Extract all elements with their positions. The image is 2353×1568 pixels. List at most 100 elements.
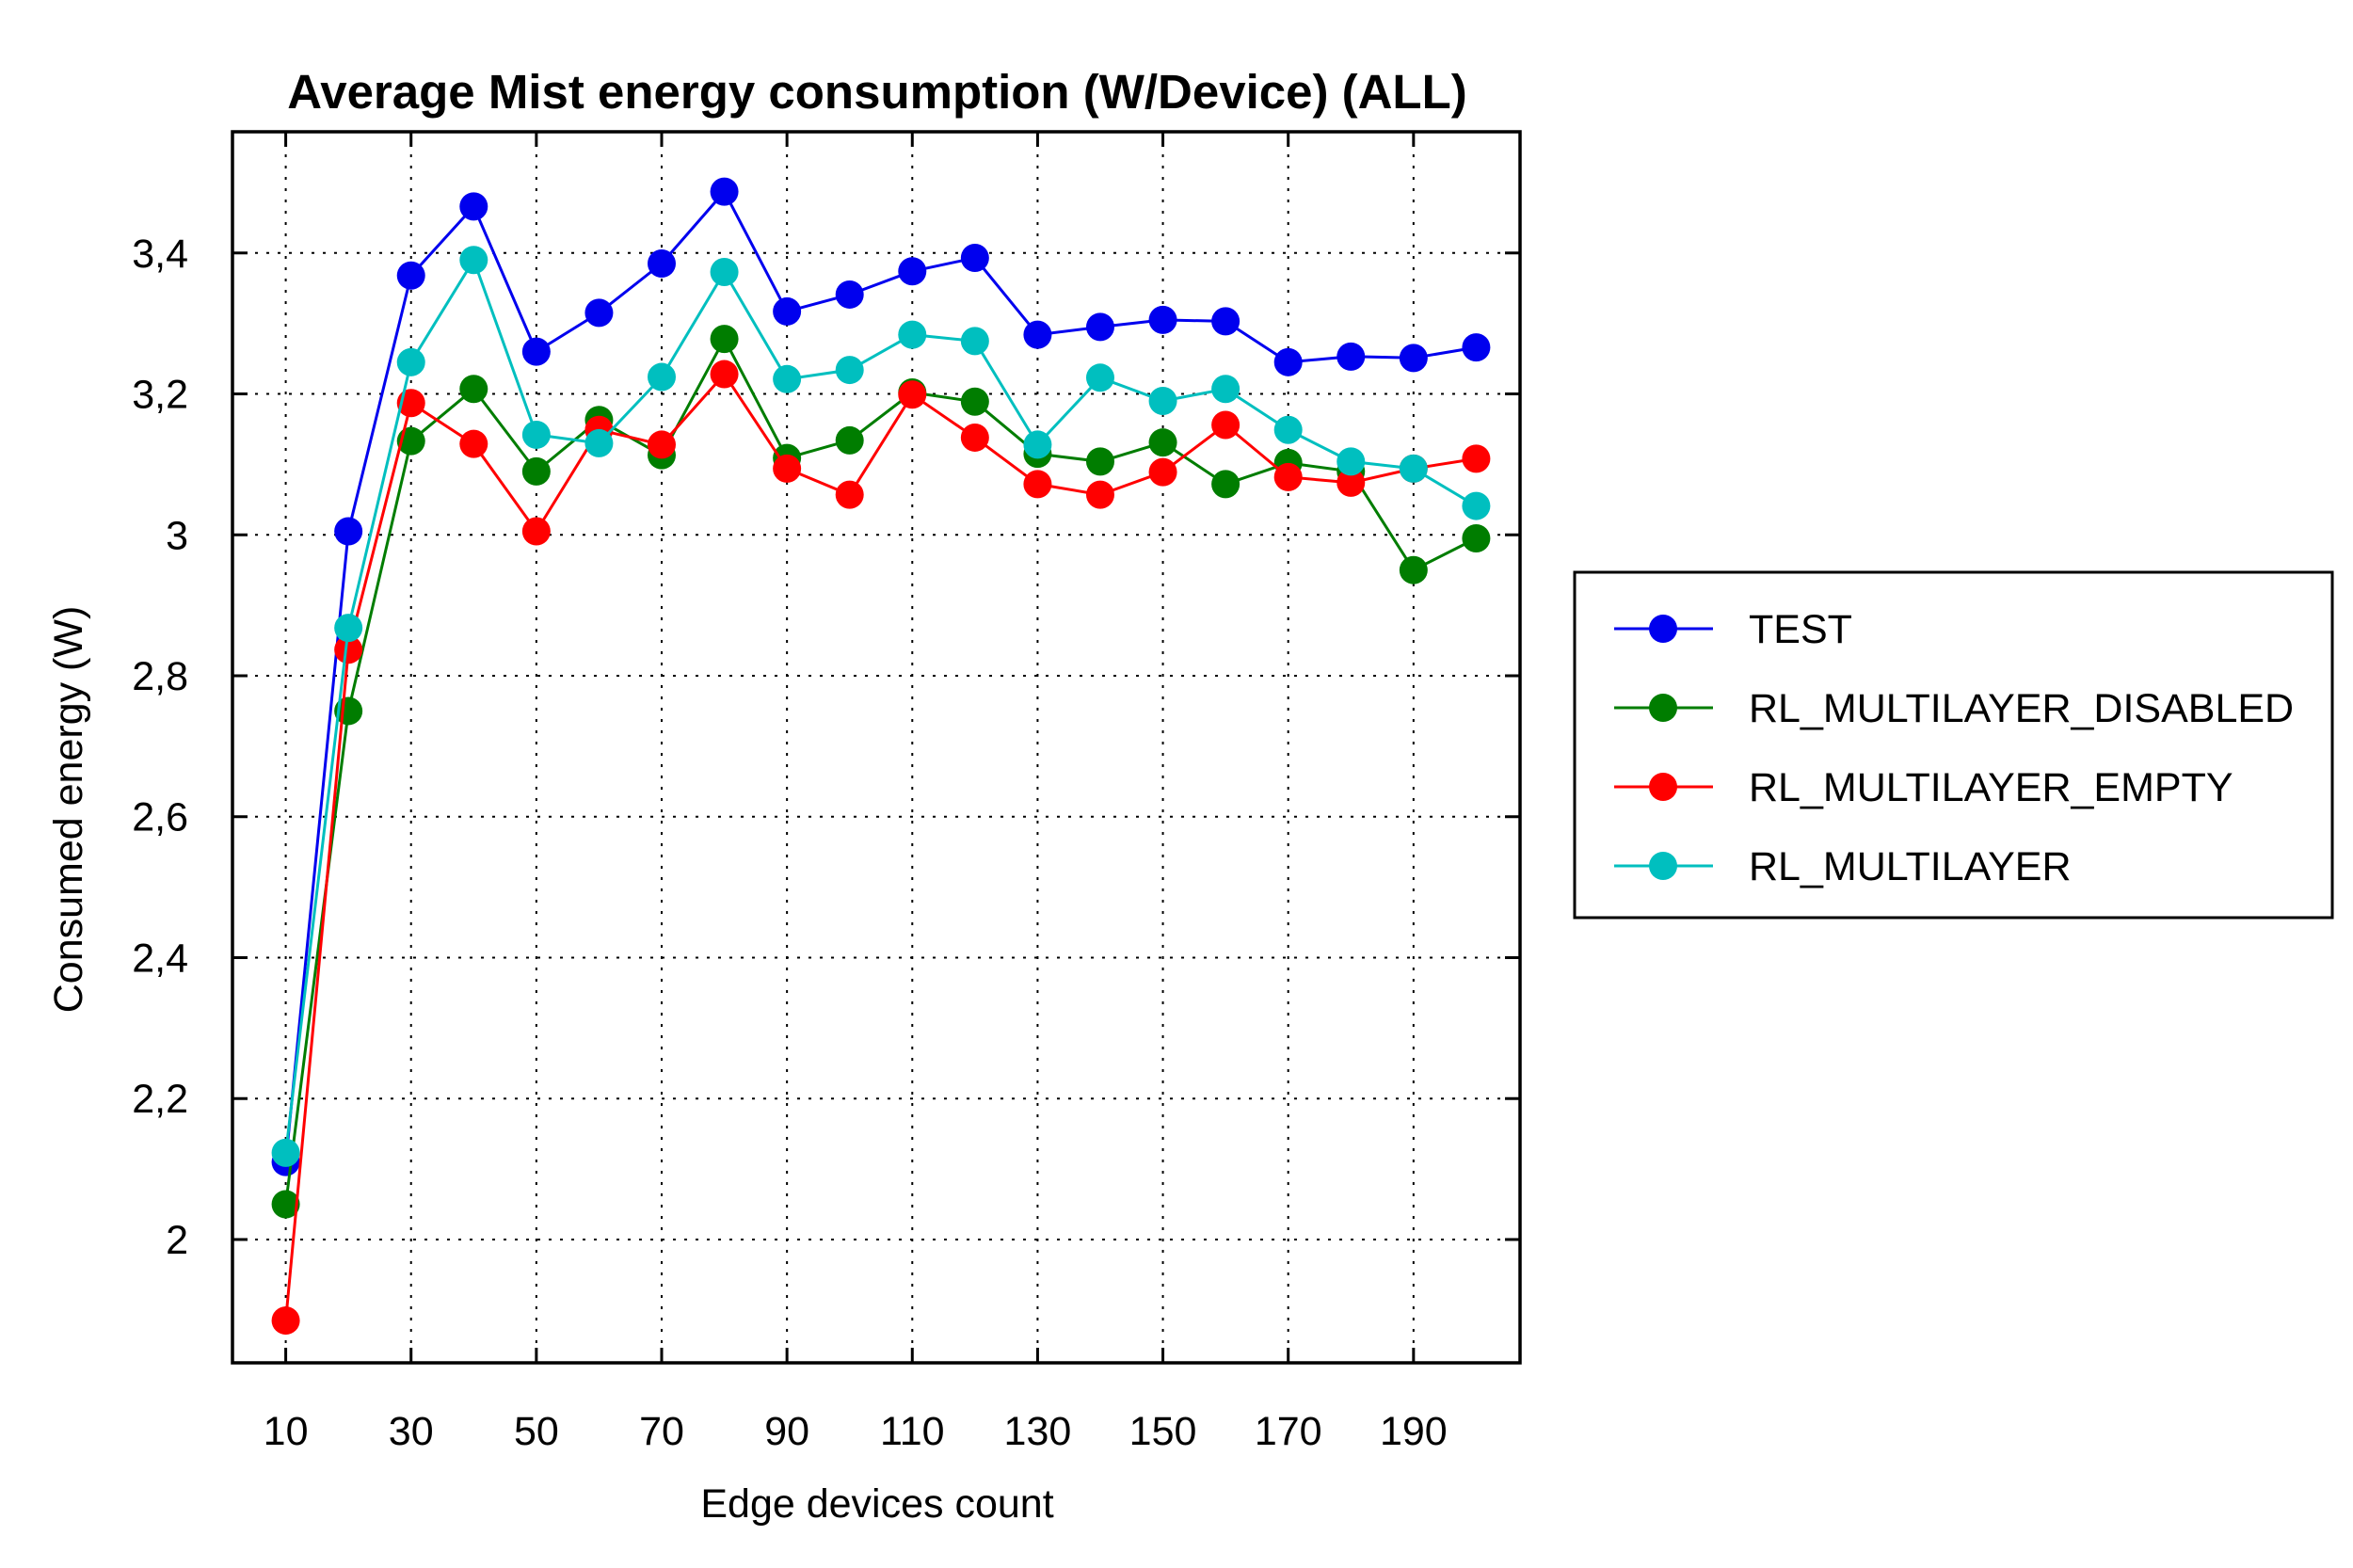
legend-swatch-marker [1649, 694, 1677, 722]
data-point [1085, 447, 1114, 476]
data-point [960, 387, 989, 416]
data-point [271, 1190, 300, 1219]
data-point [898, 257, 927, 286]
data-point [773, 454, 802, 483]
y-axis-label: Consumed energy (W) [46, 606, 91, 1014]
data-point [710, 257, 739, 286]
legend-item: TEST [1614, 607, 1852, 652]
y-tick-label: 2,2 [132, 1077, 188, 1122]
legend-label: RL_MULTILAYER_DISABLED [1749, 686, 2294, 731]
data-point [459, 375, 488, 404]
data-point [960, 244, 989, 273]
series-layer [271, 177, 1491, 1336]
data-point [334, 635, 363, 664]
x-tick-label: 30 [389, 1409, 434, 1454]
data-point [1085, 363, 1114, 392]
data-point [648, 362, 676, 392]
data-point [521, 420, 551, 449]
data-point [898, 380, 927, 409]
data-point [1023, 320, 1052, 349]
data-point [710, 360, 739, 389]
data-point [773, 296, 802, 326]
data-point [334, 517, 363, 546]
legend-item: RL_MULTILAYER_DISABLED [1614, 686, 2294, 731]
legend-item: RL_MULTILAYER_EMPTY [1614, 765, 2233, 810]
data-point [1211, 410, 1241, 440]
y-tick-label: 2,4 [132, 936, 188, 981]
data-point [271, 1138, 300, 1167]
data-point [835, 280, 864, 309]
x-tick-label: 130 [1004, 1409, 1072, 1454]
data-point [459, 429, 488, 458]
data-point [835, 480, 864, 509]
data-point [1462, 491, 1491, 520]
data-point [1148, 457, 1177, 487]
legend-label: RL_MULTILAYER [1749, 844, 2072, 889]
legend: TEST RL_MULTILAYER_DISABLED RL_MULTILAYER_… [1614, 607, 2294, 889]
data-point [459, 246, 488, 275]
data-point [710, 177, 739, 206]
data-point [584, 428, 614, 457]
plot-frame [231, 130, 1522, 1365]
data-point [773, 364, 802, 393]
data-point [1273, 347, 1303, 376]
legend-swatch-marker [1649, 852, 1677, 880]
data-point [1211, 307, 1241, 336]
data-point [334, 614, 363, 643]
x-tick-label: 50 [514, 1409, 559, 1454]
data-point [1148, 387, 1177, 416]
data-point [1211, 470, 1241, 499]
data-point [1399, 555, 1428, 584]
data-point [1462, 333, 1491, 362]
legend-item: RL_MULTILAYER [1614, 844, 2072, 889]
x-axis-label: Edge devices count [700, 1481, 1053, 1527]
axis-ticks: 10 30 50 70 90 110 130 150 170 190 2 2,2 2,4 2,6 2,8 3 3… [132, 132, 1520, 1454]
data-point [1211, 375, 1241, 404]
data-point [1462, 444, 1491, 473]
data-point [521, 337, 551, 366]
data-point [835, 425, 864, 455]
x-tick-label: 90 [764, 1409, 809, 1454]
data-point [1085, 480, 1114, 509]
x-tick-label: 190 [1380, 1409, 1448, 1454]
data-point [898, 320, 927, 349]
legend-swatch-marker [1649, 615, 1677, 643]
data-point [1148, 305, 1177, 334]
series-rl-multilayer [271, 246, 1491, 1167]
y-tick-label: 3,4 [132, 232, 188, 277]
x-tick-label: 150 [1129, 1409, 1197, 1454]
x-tick-label: 110 [880, 1409, 945, 1454]
y-tick-label: 2,8 [132, 654, 188, 699]
chart-title: Average Mist energy consumption (W/Devic… [287, 65, 1466, 119]
data-point [521, 456, 551, 486]
data-point [1399, 344, 1428, 373]
data-point [710, 325, 739, 354]
data-point [960, 327, 989, 356]
data-point [1337, 447, 1366, 476]
y-tick-label: 2,6 [132, 795, 188, 840]
data-point [648, 430, 676, 459]
data-point [835, 356, 864, 385]
data-point [396, 347, 425, 376]
data-point [1023, 430, 1052, 459]
x-tick-label: 10 [264, 1409, 309, 1454]
y-tick-label: 3 [166, 513, 188, 558]
y-tick-label: 3,2 [132, 373, 188, 418]
y-tick-label: 2 [166, 1218, 188, 1263]
data-point [960, 423, 989, 452]
data-point [459, 192, 488, 221]
data-point [584, 298, 614, 328]
data-point [1337, 342, 1366, 371]
data-point [1148, 428, 1177, 457]
data-point [1273, 415, 1303, 444]
legend-swatch-marker [1649, 773, 1677, 801]
data-point [1085, 312, 1114, 342]
legend-label: TEST [1749, 607, 1852, 652]
data-point [1273, 462, 1303, 491]
legend-label: RL_MULTILAYER_EMPTY [1749, 765, 2233, 810]
data-point [1023, 470, 1052, 499]
data-point [396, 261, 425, 290]
data-point [1399, 454, 1428, 483]
data-point [1462, 524, 1491, 553]
